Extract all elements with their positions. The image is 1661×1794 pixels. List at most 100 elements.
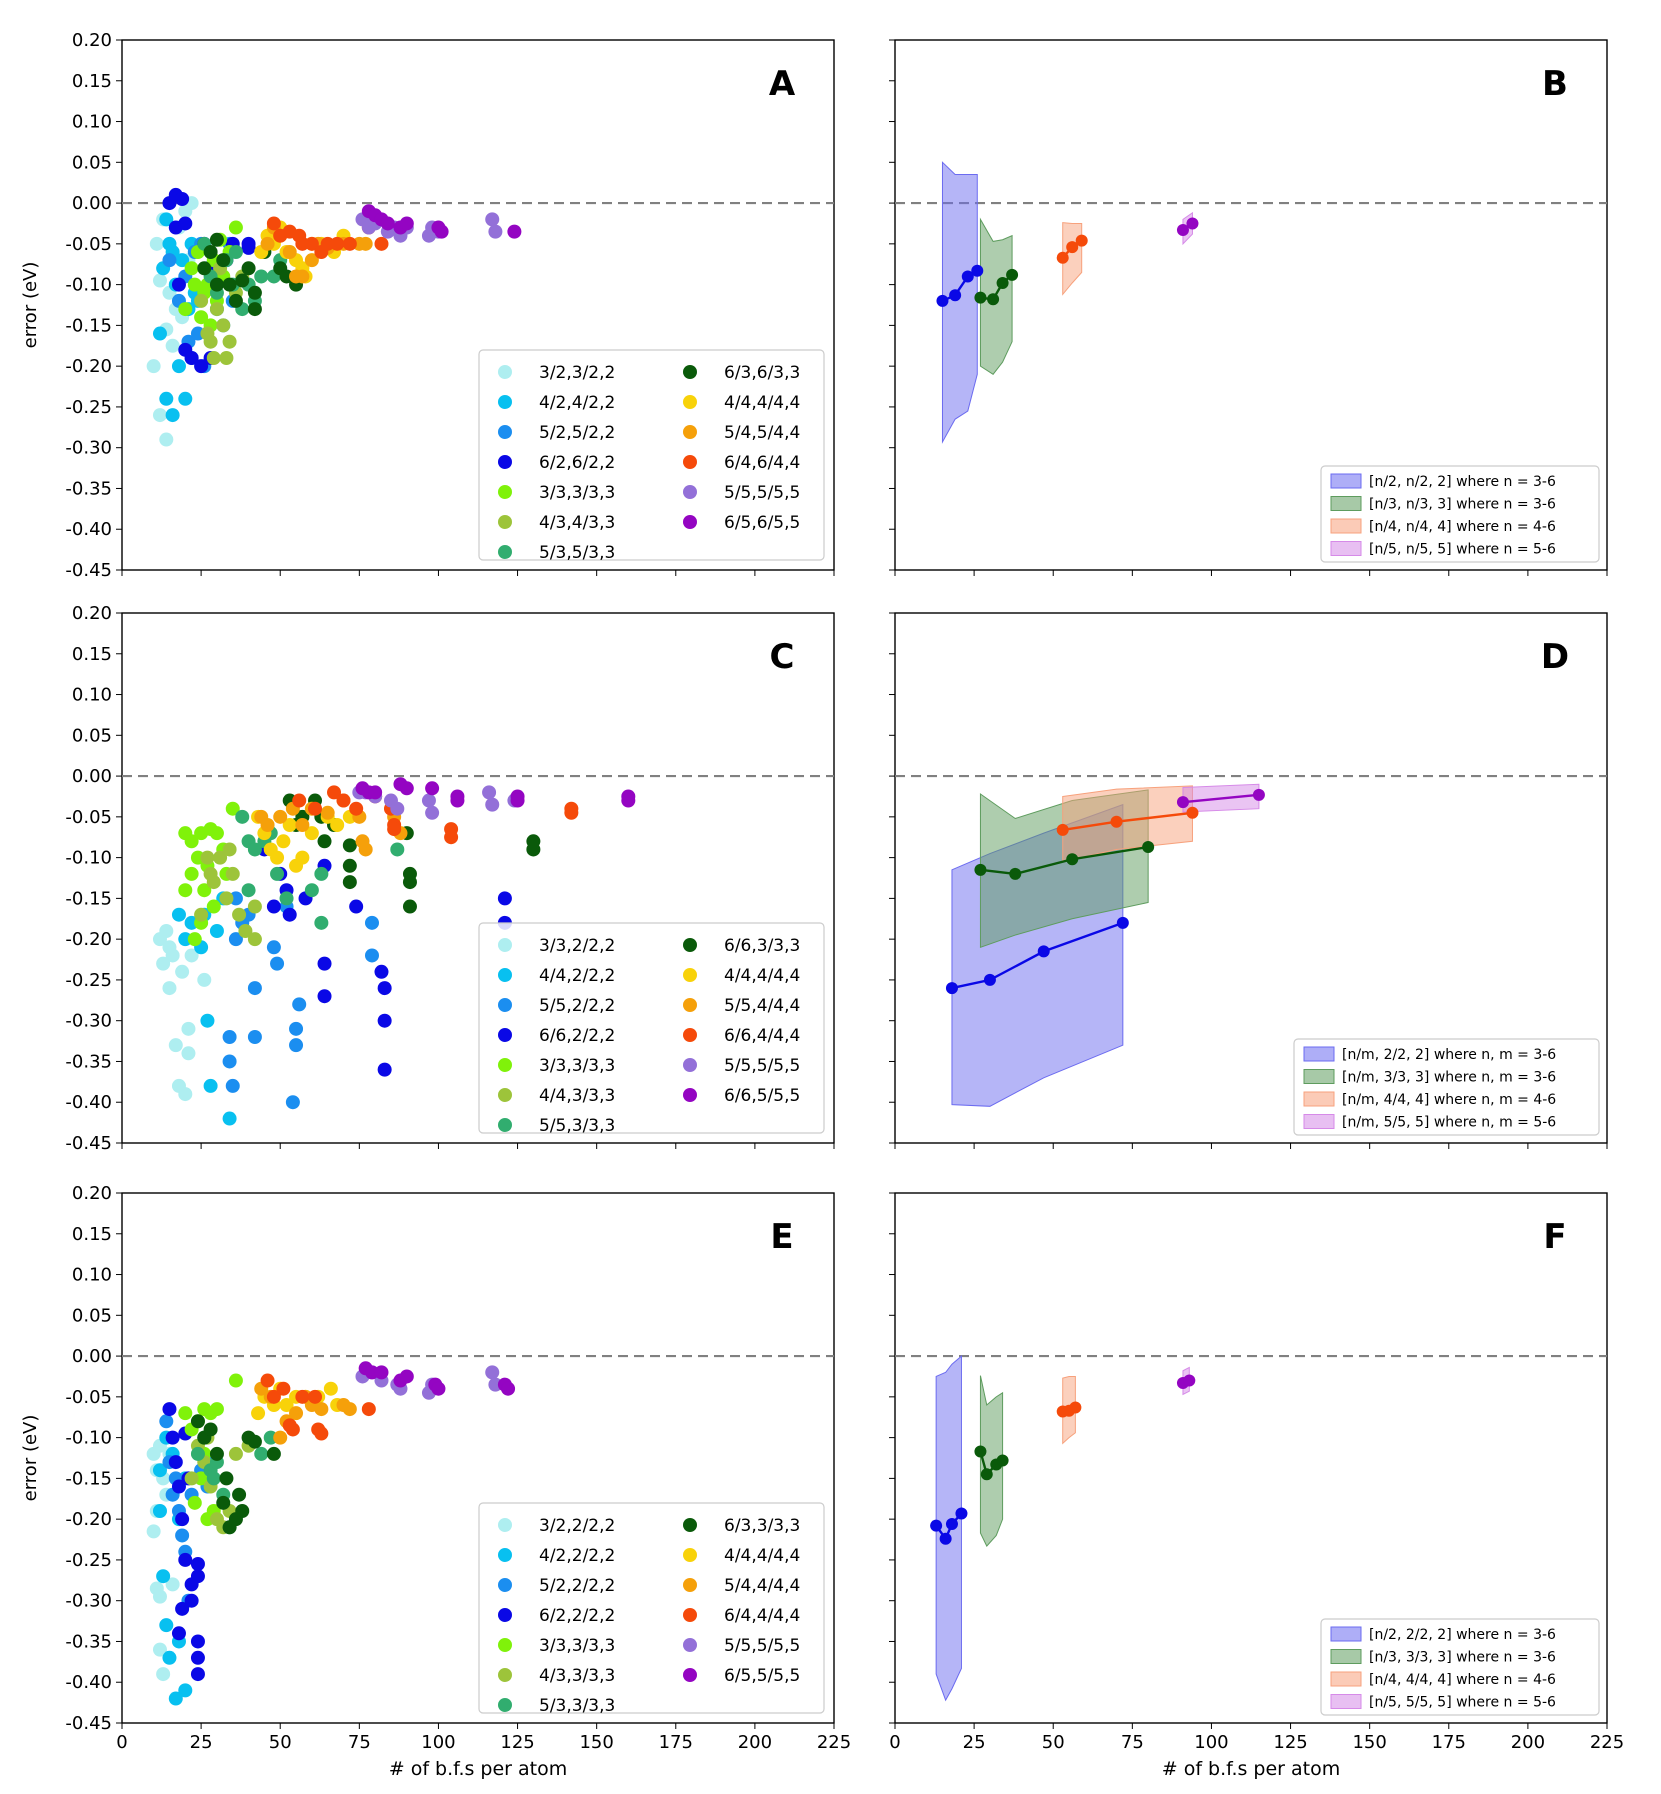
legend-marker: [498, 1548, 512, 1562]
data-point: [171, 277, 186, 292]
legend-marker: [498, 515, 512, 529]
line-point: [1037, 945, 1050, 958]
y-tick-label: -0.35: [65, 1051, 112, 1072]
data-point: [289, 1038, 304, 1053]
legend-label: [n/m, 5/5, 5] where n, m = 5-6: [1342, 1115, 1556, 1131]
data-point: [152, 1463, 167, 1478]
legend-label: 5/5,4/4,4: [724, 996, 800, 1016]
data-point: [485, 212, 500, 227]
data-point: [295, 818, 310, 832]
data-point: [444, 830, 459, 845]
legend-marker: [498, 395, 512, 409]
y-tick-label: -0.05: [65, 234, 112, 255]
legend-marker: [683, 515, 697, 529]
data-point: [194, 293, 209, 308]
data-point: [488, 224, 503, 239]
data-point: [165, 408, 180, 423]
data-point: [526, 842, 541, 857]
data-point: [190, 1557, 205, 1571]
legend-marker: [683, 1638, 697, 1652]
data-point: [213, 850, 228, 865]
data-point: [171, 1626, 186, 1641]
data-point: [190, 1634, 205, 1649]
data-point: [165, 338, 180, 353]
data-point: [206, 899, 221, 914]
line-point: [1066, 241, 1079, 254]
data-point: [175, 192, 190, 206]
data-point: [178, 1087, 193, 1102]
data-point: [200, 1013, 215, 1028]
y-tick-label: -0.15: [65, 1468, 112, 1489]
data-point: [292, 793, 307, 808]
y-tick-label: 0.15: [72, 71, 112, 92]
legend-marker: [498, 1638, 512, 1652]
x-tick-label: 50: [1042, 1732, 1065, 1753]
data-point: [247, 981, 262, 996]
data-point: [314, 866, 329, 881]
data-point: [485, 797, 500, 812]
data-point: [178, 391, 193, 406]
data-point: [162, 1650, 177, 1665]
data-point: [216, 318, 231, 333]
data-point: [390, 801, 405, 816]
axes-frame: [894, 612, 1608, 1144]
data-point: [203, 1078, 218, 1093]
data-point: [225, 866, 240, 881]
legend-label: 5/5,5/5,5: [724, 483, 800, 503]
data-point: [175, 1528, 190, 1543]
legend-marker: [683, 485, 697, 499]
data-point: [314, 915, 329, 930]
legend-label: [n/3, n/3, 3] where n = 3-6: [1369, 497, 1556, 513]
line-point: [1110, 815, 1123, 828]
data-point: [434, 224, 449, 239]
line-point: [1066, 853, 1079, 866]
data-point: [247, 932, 262, 947]
legend-box: [478, 1502, 825, 1714]
data-point: [152, 1589, 167, 1604]
plot-area: [146, 1361, 516, 1706]
data-point: [156, 1569, 171, 1584]
legend-label: 4/3,4/3,3: [539, 513, 615, 533]
data-point: [364, 915, 379, 930]
legend-label: 6/2,2/2,2: [539, 1606, 615, 1626]
data-point: [289, 1406, 304, 1421]
data-point: [247, 842, 262, 857]
line-point: [1186, 806, 1199, 819]
legend-marker: [498, 1028, 512, 1042]
data-point: [149, 236, 164, 251]
data-point: [377, 1013, 392, 1028]
data-point: [232, 1487, 247, 1502]
legend-label: 3/2,2/2,2: [539, 1516, 615, 1536]
data-point: [251, 1406, 266, 1421]
y-tick-label: 0.20: [72, 30, 112, 51]
x-tick-label: 75: [1121, 1732, 1144, 1753]
legend-label: 6/6,2/2,2: [539, 1026, 615, 1046]
data-point: [175, 1601, 190, 1616]
data-point: [425, 805, 440, 820]
y-tick-label: 0.00: [72, 1346, 112, 1367]
plot-area: [930, 1354, 1196, 1702]
data-point: [336, 793, 351, 808]
data-point: [402, 899, 417, 914]
data-point: [219, 351, 234, 365]
data-point: [187, 1495, 202, 1510]
series-line: [935, 1512, 963, 1542]
x-tick-label: 100: [421, 1732, 455, 1753]
data-point: [190, 1414, 205, 1429]
data-point: [304, 253, 319, 268]
data-point: [200, 326, 215, 341]
x-tick-label: 0: [116, 1732, 127, 1753]
data-point: [387, 822, 402, 837]
data-point: [190, 1446, 205, 1461]
legend-label: 6/6,5/5,5: [724, 1086, 800, 1106]
line-point: [1186, 217, 1199, 230]
data-point: [238, 924, 253, 938]
legend-marker: [498, 365, 512, 379]
data-point: [178, 1406, 193, 1421]
data-point: [266, 940, 281, 955]
axes-frame: [121, 39, 835, 571]
legend-label: 5/4,4/4,4: [724, 1576, 800, 1596]
line-point: [1116, 916, 1129, 929]
data-point: [342, 838, 357, 853]
x-tick-label: 50: [269, 1732, 292, 1753]
